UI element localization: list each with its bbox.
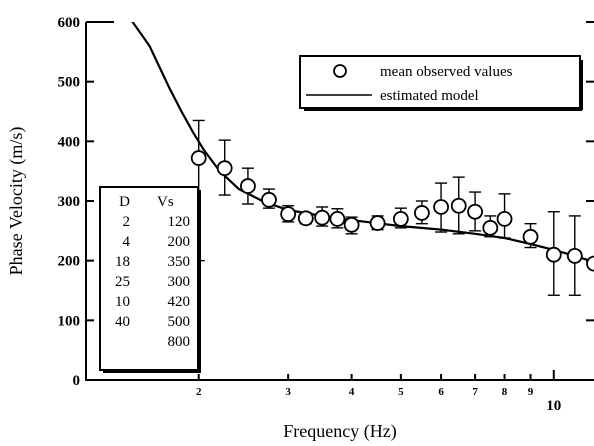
observed-point: [261, 191, 277, 208]
legend-box: [299, 55, 581, 109]
observed-point: [329, 210, 346, 227]
observed-point: [522, 228, 539, 245]
x-tick-label: 8: [502, 386, 508, 398]
observed-point: [314, 209, 331, 226]
x-tick-label: 7: [472, 386, 478, 398]
y-tick-label: 0: [73, 373, 81, 389]
x-tick-label: 5: [398, 386, 404, 398]
observed-point: [467, 203, 483, 220]
legend-label-model: estimated model: [380, 88, 479, 104]
table-cell-vs: 500: [168, 314, 191, 330]
observed-point: [216, 160, 233, 177]
observed-point: [433, 199, 449, 215]
table-header-vs: Vs: [157, 194, 174, 210]
observed-point: [496, 210, 513, 227]
x-axis-title: Frequency (Hz): [283, 421, 396, 441]
x-tick-label: 2: [196, 386, 202, 398]
observed-point: [240, 178, 256, 194]
table-box: [99, 186, 199, 371]
table-cell-vs: 800: [168, 334, 191, 350]
table-cell-d: 25: [115, 274, 130, 290]
observed-point: [392, 210, 409, 227]
table-cell-d: 40: [115, 314, 130, 330]
legend-label-observed: mean observed values: [380, 64, 513, 80]
y-axis-title: Phase Velocity (m/s): [6, 127, 27, 276]
observed-point: [369, 215, 386, 231]
x-tick-label: 4: [349, 386, 355, 398]
observed-point: [343, 216, 360, 233]
observed-point: [450, 197, 467, 214]
x-tick-label: 3: [285, 386, 291, 398]
x-tick-label: 6: [438, 386, 444, 398]
table-cell-d: 18: [115, 254, 130, 270]
table-cell-vs: 300: [168, 274, 191, 290]
y-tick-label: 400: [58, 134, 81, 150]
table-cell-vs: 120: [168, 214, 191, 230]
table-cell-vs: 420: [168, 294, 191, 310]
table-cell-d: 2: [123, 214, 131, 230]
y-tick-label: 600: [58, 15, 81, 31]
table-cell-vs: 200: [168, 234, 191, 250]
observed-point: [297, 210, 314, 227]
y-tick-label: 300: [58, 194, 81, 210]
legend: mean observed values estimated model: [299, 55, 583, 111]
x-tick-label: 9: [528, 386, 534, 398]
y-tick-label: 100: [58, 313, 81, 329]
observed-point: [566, 247, 583, 264]
table-cell-vs: 350: [168, 254, 191, 270]
table-cell-d: 10: [115, 294, 130, 310]
observed-point: [482, 219, 499, 236]
y-tick-label: 500: [58, 75, 81, 91]
y-tick-label: 200: [58, 254, 81, 270]
layer-model-table: D Vs 2 120 4 200 18 350 25 300 10 420 40 500 800: [99, 186, 201, 373]
table-header-d: D: [119, 194, 130, 210]
observed-point: [280, 206, 297, 223]
observed-point: [586, 255, 594, 272]
table-cell-d: 4: [123, 234, 131, 250]
legend-circle-marker-icon: [333, 64, 347, 78]
observed-point: [190, 150, 207, 166]
observed-point: [545, 246, 562, 263]
observed-point: [413, 205, 430, 221]
x-tick-label: 10: [546, 398, 561, 414]
